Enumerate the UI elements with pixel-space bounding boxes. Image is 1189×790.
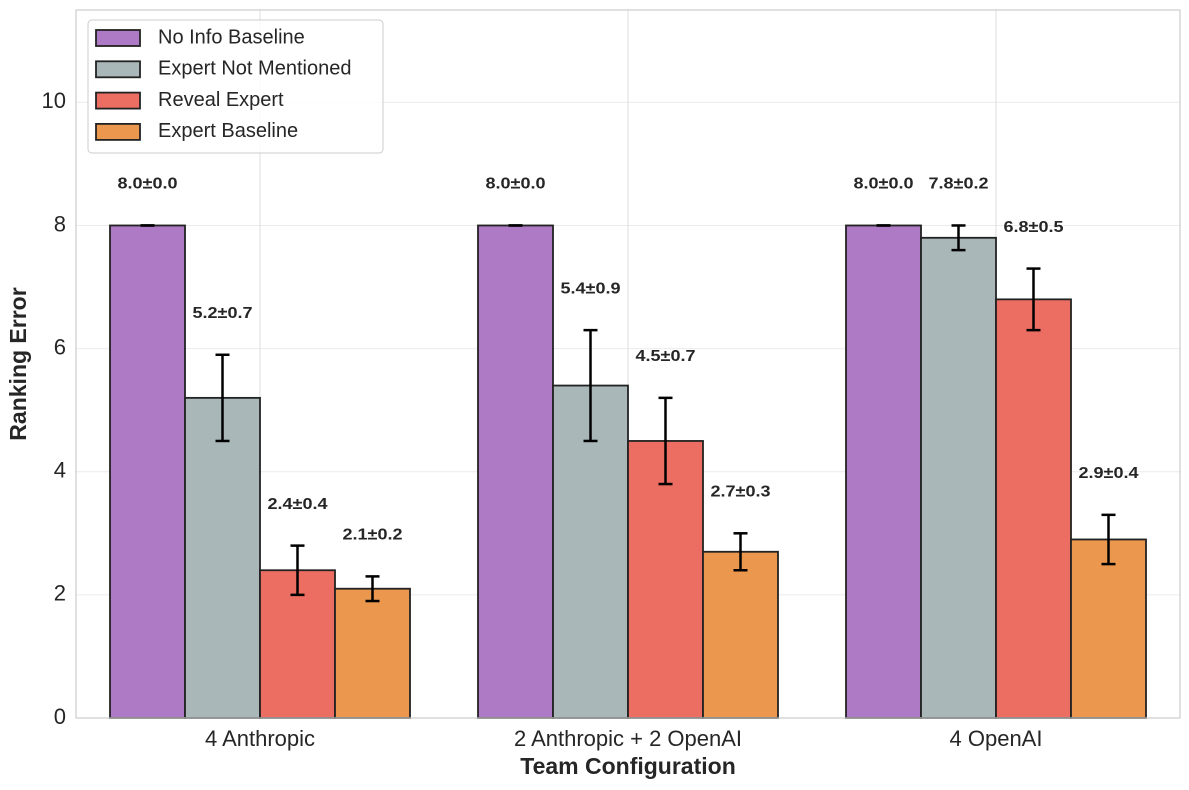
bar [920, 236, 997, 719]
legend: No Info Baseline Expert Not Mentioned Reve… [87, 19, 384, 154]
y-tick-label: 0 [54, 704, 66, 729]
bar [995, 298, 1072, 719]
value-label: 2.9±0.4 [1079, 465, 1139, 482]
legend-frame [87, 19, 384, 154]
error-bar [1026, 267, 1041, 332]
bar [1070, 538, 1147, 719]
legend-swatch [95, 91, 141, 110]
x-tick-label: 4 OpenAI [950, 726, 1043, 751]
bar [184, 396, 261, 719]
bar [477, 224, 554, 719]
error-bar [365, 575, 380, 603]
y-tick-label: 2 [54, 581, 66, 606]
y-tick-label: 10 [42, 88, 66, 113]
value-label: 2.7±0.3 [711, 484, 771, 501]
y-axis-label: Ranking Error [5, 287, 31, 440]
x-tick-label: 4 Anthropic [205, 726, 315, 751]
value-label: 2.1±0.2 [343, 527, 403, 544]
legend-swatch [95, 29, 141, 47]
bar [845, 224, 922, 719]
bar [334, 587, 411, 719]
x-axis-label: Team Configuration [520, 753, 736, 779]
error-bar [215, 353, 230, 443]
bar [702, 550, 779, 719]
error-bar [583, 328, 598, 443]
value-label: 2.4±0.4 [268, 496, 328, 513]
bar [627, 440, 704, 719]
error-bar [733, 532, 748, 572]
error-bar [658, 396, 673, 486]
legend-label: Expert Not Mentioned [158, 58, 351, 80]
value-label: 8.0±0.0 [854, 176, 914, 193]
value-label: 4.5±0.7 [636, 348, 696, 365]
value-label: 6.8±0.5 [1004, 219, 1064, 236]
error-bar [290, 544, 305, 597]
error-bar [951, 224, 966, 252]
value-label: 5.4±0.9 [561, 280, 621, 297]
value-label: 8.0±0.0 [118, 176, 178, 193]
y-tick-label: 6 [54, 334, 66, 359]
legend-label: No Info Baseline [158, 26, 305, 48]
legend-label: Expert Baseline [158, 120, 298, 142]
legend-swatch [95, 123, 141, 141]
bar [109, 224, 186, 719]
legend-label: Reveal Expert [158, 89, 284, 111]
value-label: 7.8±0.2 [929, 176, 989, 193]
y-tick-label: 8 [54, 211, 66, 236]
y-tick-label: 4 [54, 458, 66, 483]
x-tick-label: 2 Anthropic + 2 OpenAI [514, 726, 742, 751]
plot-frame [75, 9, 1181, 719]
error-bar [1101, 513, 1116, 566]
legend-swatch [95, 60, 141, 79]
value-label: 8.0±0.0 [486, 176, 546, 193]
value-label: 5.2±0.7 [193, 305, 253, 322]
